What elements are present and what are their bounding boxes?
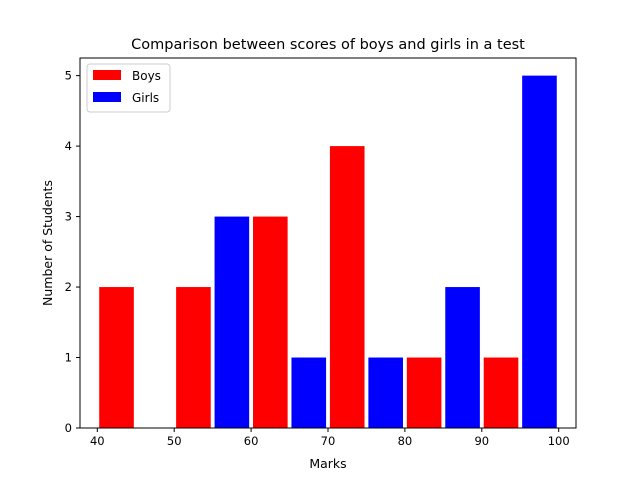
bar-girls-2 — [368, 357, 403, 428]
bar-boys-5 — [483, 357, 519, 428]
legend-label-girls: Girls — [132, 91, 159, 105]
x-tick-label: 70 — [321, 434, 336, 448]
y-tick-label: 3 — [65, 210, 72, 224]
bar-girls-1 — [291, 357, 327, 428]
bar-boys-0 — [99, 287, 134, 428]
y-axis-ticks: 0 1 2 3 4 5 — [65, 69, 80, 435]
legend-swatch-girls — [93, 92, 121, 102]
chart-title: Comparison between scores of boys and gi… — [131, 37, 525, 53]
y-tick-label: 1 — [65, 351, 72, 365]
bars-layer — [99, 75, 557, 428]
bar-boys-4 — [406, 357, 442, 428]
x-tick-label: 90 — [474, 434, 489, 448]
x-tick-label: 50 — [167, 434, 182, 448]
bar-boys-3 — [329, 146, 365, 428]
y-tick-label: 5 — [65, 69, 72, 83]
bar-girls-4 — [522, 75, 557, 428]
legend: Boys Girls — [86, 63, 171, 113]
x-tick-label: 100 — [548, 434, 570, 448]
bar-boys-2 — [253, 216, 288, 428]
bar-girls-0 — [214, 216, 250, 428]
bar-boys-1 — [176, 287, 211, 428]
x-axis-ticks: 40 50 60 70 80 90 100 — [90, 428, 570, 448]
y-tick-label: 4 — [65, 139, 72, 153]
x-tick-label: 60 — [244, 434, 259, 448]
x-tick-label: 80 — [398, 434, 413, 448]
x-tick-label: 40 — [90, 434, 105, 448]
y-tick-label: 2 — [65, 280, 72, 294]
bar-girls-3 — [445, 287, 480, 428]
x-axis-label: Marks — [309, 456, 346, 471]
y-tick-label: 0 — [65, 421, 72, 435]
legend-swatch-boys — [93, 70, 121, 80]
legend-label-boys: Boys — [132, 69, 161, 83]
y-axis-label: Number of Students — [40, 180, 55, 306]
